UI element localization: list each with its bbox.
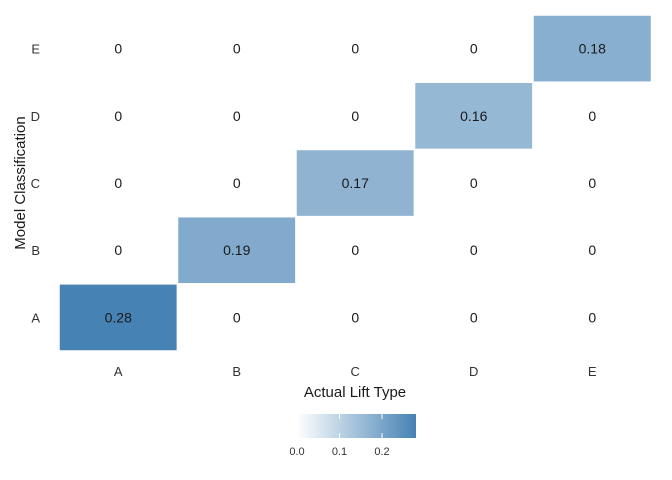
x-tick-label: B [232, 364, 241, 379]
heatmap-cell-E-A [58, 14, 179, 83]
y-tick-label: E [31, 42, 40, 57]
cell-value-label: 0 [233, 108, 241, 124]
cell-value-label: 0.17 [342, 175, 369, 191]
y-tick-label: A [31, 310, 40, 325]
cell-value-label: 0.16 [460, 108, 487, 124]
cell-value-label: 0 [114, 242, 122, 258]
cell-value-label: 0.18 [579, 41, 606, 57]
heatmap-cell-A-E [532, 283, 653, 352]
y-tick-label: B [31, 243, 40, 258]
heatmap-cell-D-C [295, 81, 416, 151]
heatmap-cell-D-E [532, 81, 653, 151]
cell-value-label: 0 [470, 242, 478, 258]
cell-value-label: 0 [470, 309, 478, 325]
cell-value-label: 0 [114, 108, 122, 124]
heatmap-cell-E-C [295, 14, 416, 83]
legend-ticks: 0.0 0.1 0.2 [289, 414, 390, 458]
heatmap-cell-A-A [58, 283, 179, 352]
heatmap-cell-C-B [176, 148, 297, 218]
cell-value-label: 0 [233, 175, 241, 191]
legend-color-bar [297, 414, 416, 438]
heatmap-cell-B-D [413, 215, 534, 285]
heatmap-cell-D-A [58, 81, 179, 151]
heatmap-cell-labels: 0.28 0 0 0 0 0 0.19 0 0 0 0 0 0.17 0 0 0 0 0 0.16 0 0 0 0 0 0.18 [105, 41, 606, 326]
x-axis-title: Actual Lift Type [304, 384, 406, 401]
y-axis-ticks: A B C D E [31, 42, 41, 326]
heatmap-cell-D-D [413, 81, 534, 151]
x-tick-label: E [588, 364, 597, 379]
heatmap-cell-B-A [58, 215, 179, 285]
heatmap-cell-B-E [532, 215, 653, 285]
cell-value-label: 0 [114, 175, 122, 191]
cell-value-label: 0 [588, 108, 596, 124]
y-tick-label: C [31, 176, 40, 191]
cell-value-label: 0 [588, 175, 596, 191]
cell-value-label: 0 [233, 309, 241, 325]
x-tick-label: A [114, 364, 123, 379]
color-legend: 0.0 0.1 0.2 [289, 414, 416, 458]
heatmap-cell-C-E [532, 148, 653, 218]
heatmap-cell-C-C [295, 148, 416, 218]
heatmap-cell-E-B [176, 14, 297, 83]
cell-value-label: 0 [588, 242, 596, 258]
heatmap-cell-A-B [176, 283, 297, 352]
x-axis-ticks: A B C D E [114, 364, 597, 379]
heatmap-cell-B-C [295, 215, 416, 285]
cell-value-label: 0 [588, 309, 596, 325]
cell-value-label: 0 [351, 242, 359, 258]
cell-value-label: 0 [470, 175, 478, 191]
heatmap-cells [58, 14, 653, 352]
heatmap-cell-D-B [176, 81, 297, 151]
heatmap-cell-E-E [532, 14, 653, 83]
legend-tick-label: 0.1 [332, 446, 347, 458]
cell-value-label: 0 [233, 41, 241, 57]
cell-value-label: 0.19 [223, 242, 250, 258]
x-tick-label: C [351, 364, 360, 379]
cell-value-label: 0 [351, 309, 359, 325]
legend-tick-label: 0.2 [374, 446, 389, 458]
legend-tick-label: 0.0 [289, 446, 304, 458]
cell-value-label: 0 [114, 41, 122, 57]
cell-value-label: 0 [351, 41, 359, 57]
heatmap-cell-B-B [176, 215, 297, 285]
cell-value-label: 0.28 [105, 309, 132, 325]
y-tick-label: D [31, 109, 40, 124]
cell-value-label: 0 [351, 108, 359, 124]
y-axis-title: Model Classification [12, 116, 29, 249]
cell-value-label: 0 [470, 41, 478, 57]
x-tick-label: D [469, 364, 478, 379]
